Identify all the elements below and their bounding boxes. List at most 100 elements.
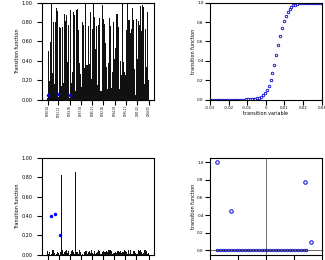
Bar: [55, 22, 56, 100]
Bar: [58, 97, 59, 100]
Bar: [145, 250, 146, 255]
Bar: [67, 62, 68, 100]
Y-axis label: Transition function: Transition function: [15, 28, 20, 74]
Bar: [103, 19, 104, 100]
Bar: [86, 65, 87, 100]
Bar: [92, 29, 93, 100]
Bar: [106, 252, 107, 255]
Bar: [139, 251, 140, 255]
Bar: [62, 250, 63, 255]
Bar: [57, 89, 58, 100]
Bar: [52, 73, 53, 100]
Bar: [140, 250, 141, 255]
Bar: [144, 84, 145, 100]
Bar: [126, 30, 127, 100]
Bar: [146, 67, 147, 100]
Y-axis label: transition function: transition function: [191, 29, 196, 74]
Bar: [136, 19, 137, 100]
Bar: [126, 252, 127, 255]
Bar: [65, 251, 66, 255]
Bar: [140, 6, 141, 100]
Bar: [78, 30, 79, 100]
Bar: [133, 251, 134, 255]
Bar: [66, 250, 67, 255]
Bar: [75, 92, 76, 100]
Bar: [114, 254, 115, 255]
Bar: [108, 250, 109, 255]
Bar: [124, 250, 125, 255]
Y-axis label: Transition function: Transition function: [15, 184, 20, 229]
Bar: [121, 253, 122, 255]
Bar: [131, 29, 132, 100]
Bar: [71, 83, 72, 100]
Bar: [123, 252, 124, 255]
Bar: [127, 4, 128, 100]
Bar: [116, 14, 117, 100]
Bar: [47, 98, 48, 100]
Bar: [51, 254, 52, 255]
Bar: [91, 79, 92, 100]
Bar: [139, 25, 140, 100]
Bar: [98, 250, 99, 255]
Bar: [73, 252, 74, 255]
Bar: [146, 251, 147, 255]
Bar: [54, 253, 55, 255]
Bar: [76, 10, 77, 100]
Bar: [63, 83, 64, 100]
Bar: [50, 42, 51, 100]
Bar: [143, 253, 144, 255]
Bar: [82, 251, 83, 255]
Y-axis label: transition function: transition function: [191, 184, 196, 229]
Bar: [49, 252, 50, 255]
Bar: [58, 253, 59, 255]
Bar: [101, 254, 102, 255]
Bar: [148, 253, 149, 255]
Bar: [108, 63, 109, 100]
Bar: [114, 59, 115, 100]
Bar: [102, 5, 103, 100]
Bar: [97, 86, 98, 100]
Bar: [107, 89, 108, 100]
Bar: [90, 12, 91, 100]
Bar: [137, 20, 138, 100]
Bar: [79, 63, 80, 100]
Bar: [104, 252, 105, 255]
Bar: [133, 24, 134, 100]
Bar: [145, 29, 146, 100]
Bar: [141, 31, 142, 100]
Bar: [61, 86, 62, 100]
Bar: [119, 252, 120, 255]
Bar: [130, 33, 131, 100]
Bar: [57, 254, 58, 255]
Bar: [106, 67, 107, 100]
Bar: [94, 17, 95, 100]
Bar: [80, 252, 81, 255]
Bar: [69, 79, 70, 100]
Bar: [80, 74, 81, 100]
Bar: [51, 4, 52, 100]
Bar: [124, 73, 125, 100]
Bar: [48, 5, 49, 100]
Bar: [117, 251, 118, 255]
Bar: [83, 25, 84, 100]
Bar: [141, 252, 142, 255]
Bar: [96, 253, 97, 255]
Bar: [65, 21, 66, 100]
Bar: [56, 254, 57, 255]
Bar: [61, 175, 62, 255]
Bar: [83, 254, 84, 255]
Bar: [87, 254, 88, 255]
Bar: [95, 49, 96, 100]
Bar: [148, 69, 149, 100]
Bar: [111, 88, 112, 100]
Bar: [79, 250, 80, 255]
Bar: [93, 4, 94, 100]
Bar: [112, 254, 113, 255]
Legend: outliers, Euro: outliers, Euro: [79, 160, 117, 167]
Bar: [116, 253, 117, 255]
Bar: [85, 251, 86, 255]
Bar: [128, 250, 129, 255]
Bar: [117, 14, 118, 100]
Bar: [120, 251, 121, 255]
Bar: [77, 252, 78, 255]
